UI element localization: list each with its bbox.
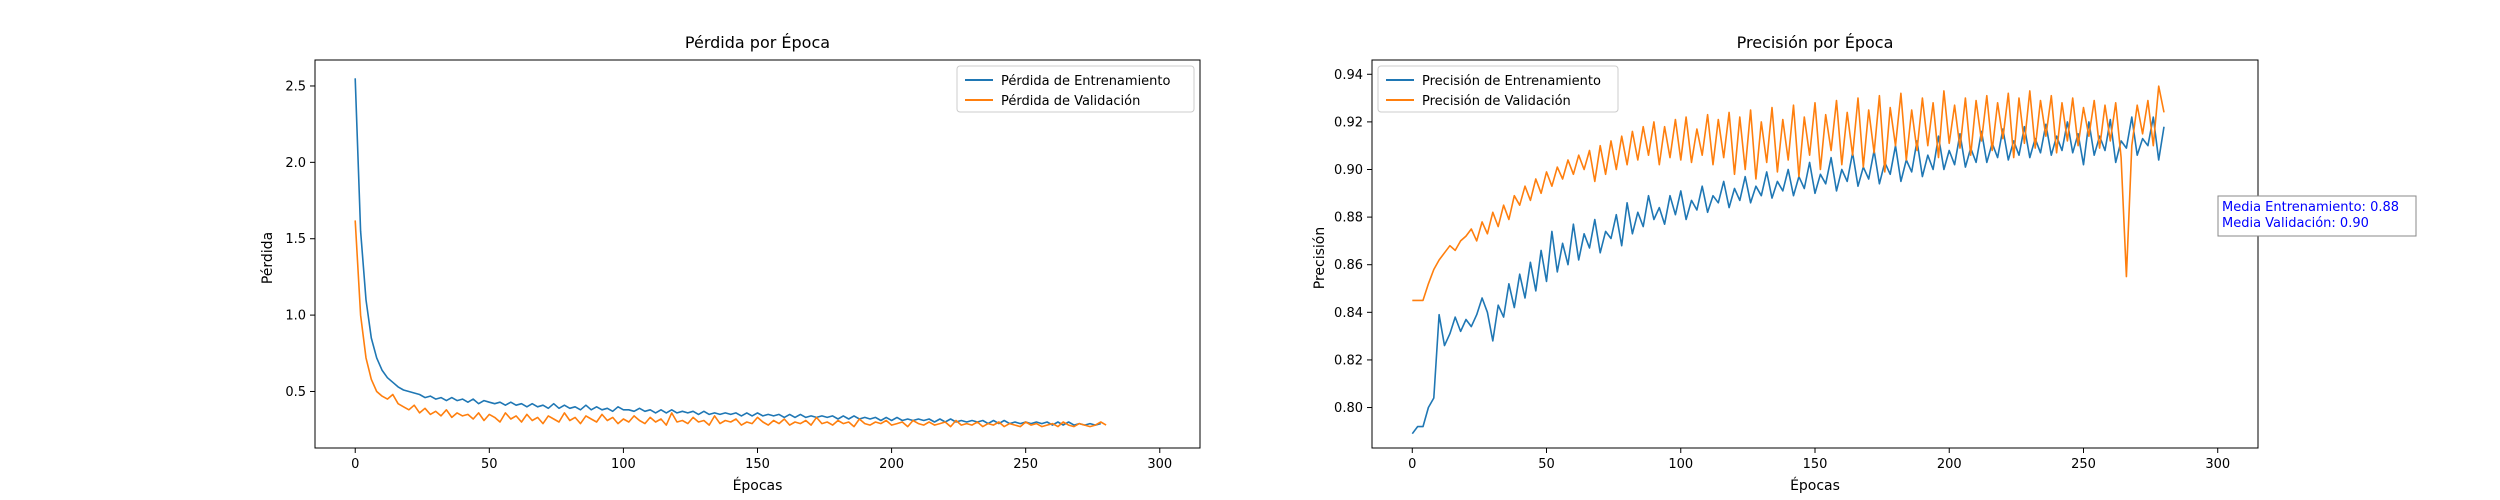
x-tick-label: 100 [1668, 457, 1693, 472]
legend: Pérdida de Entrenamiento Pérdida de Valid… [956, 65, 1195, 113]
axes-frame [314, 59, 1201, 449]
y-tick-label: 1.0 [285, 309, 306, 324]
x-tick-label: 200 [879, 457, 904, 472]
x-tick-label: 250 [2071, 457, 2096, 472]
legend-label: Precisión de Validación [1422, 94, 1571, 109]
y-tick-label: 0.80 [1334, 401, 1363, 416]
y-tick-label: 0.5 [285, 385, 306, 400]
x-tick-label: 200 [1937, 457, 1962, 472]
legend-label: Pérdida de Entrenamiento [1001, 74, 1171, 89]
series-line-1 [354, 220, 1107, 428]
y-tick-label: 0.90 [1334, 163, 1363, 178]
series-line-0 [354, 78, 1102, 426]
legend-box [956, 65, 1195, 113]
y-tick-label: 2.0 [285, 156, 306, 171]
x-tick-label: 300 [1147, 457, 1172, 472]
y-tick-label: 0.88 [1334, 211, 1363, 226]
x-tick-label: 0 [1408, 457, 1416, 472]
legend-label: Precisión de Entrenamiento [1422, 74, 1601, 89]
x-tick-label: 100 [611, 457, 636, 472]
x-tick-label: 250 [1013, 457, 1038, 472]
series-line-0 [1411, 116, 2165, 435]
series-line-1 [1412, 85, 2165, 302]
loss-chart: Pérdida por Época Épocas Pérdida 0 50 100 1… [260, 33, 1201, 494]
x-tick-label: 0 [351, 457, 359, 472]
legend: Precisión de Entrenamiento Precisión de V… [1377, 65, 1619, 113]
x-tick-label: 300 [2205, 457, 2230, 472]
y-tick-label: 1.5 [285, 232, 306, 247]
y-axis-label: Pérdida [260, 232, 276, 284]
annotation-box [2217, 195, 2417, 237]
x-tick-label: 150 [745, 457, 770, 472]
chart-title: Precisión por Época [1737, 33, 1894, 52]
y-axis-label: Precisión [1312, 227, 1328, 289]
x-axis-label: Épocas [733, 477, 783, 494]
x-tick-label: 50 [1538, 457, 1555, 472]
legend-box [1377, 65, 1619, 113]
x-axis-label: Épocas [1790, 477, 1840, 494]
y-tick-label: 0.92 [1334, 115, 1363, 130]
y-tick-label: 2.5 [285, 79, 306, 94]
y-tick-label: 0.94 [1334, 68, 1363, 83]
plot-area: 0 50 100 150 200 250 300 0.5 1.0 1.5 2.0 2.5 Pérdida… [285, 59, 1201, 472]
y-tick-label: 0.86 [1334, 258, 1363, 273]
y-tick-label: 0.82 [1334, 353, 1363, 368]
plot-area: 0 50 100 150 200 250 300 0.80 0.82 0.84 0.86 0.88 0.… [1334, 59, 2417, 472]
x-tick-label: 150 [1803, 457, 1828, 472]
legend-label: Pérdida de Validación [1001, 94, 1140, 109]
accuracy-chart: Precisión por Época Épocas Precisión 0 50… [1312, 33, 2417, 494]
annotation-line: Media Validación: 0.90 [2222, 216, 2369, 231]
chart-title: Pérdida por Época [685, 33, 830, 52]
y-tick-label: 0.84 [1334, 306, 1363, 321]
annotation-line: Media Entrenamiento: 0.88 [2222, 200, 2399, 215]
x-tick-label: 50 [481, 457, 498, 472]
